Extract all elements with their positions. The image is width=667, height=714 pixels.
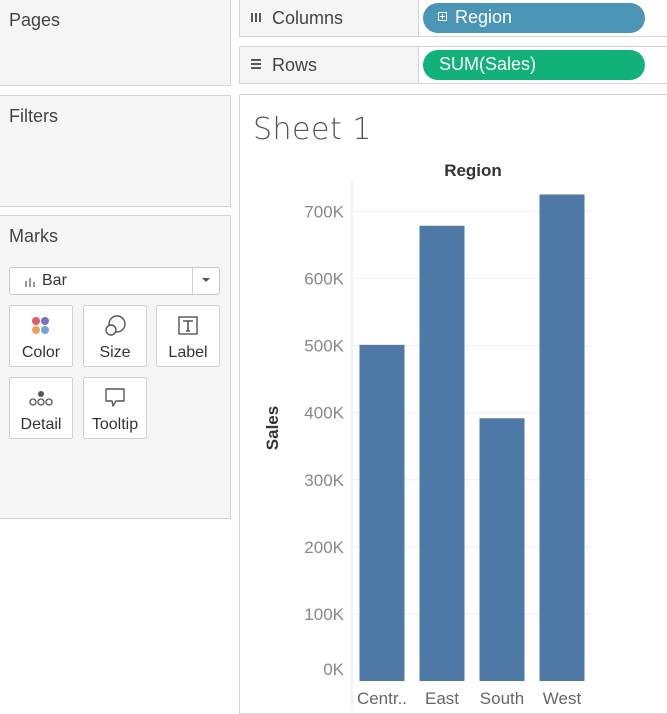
detail-label: Detail bbox=[20, 416, 62, 433]
region-pill-label: Region bbox=[455, 7, 513, 27]
label-label: Label bbox=[168, 344, 208, 361]
label-button[interactable]: Label bbox=[156, 305, 220, 367]
x-tick-label: Centr.. bbox=[357, 689, 407, 708]
y-axis-label: Sales bbox=[263, 406, 282, 450]
color-icon bbox=[10, 315, 72, 337]
rows-shelf: Rows SUM(Sales) bbox=[239, 46, 667, 84]
x-tick-label: South bbox=[480, 689, 524, 708]
color-button[interactable]: Color bbox=[9, 305, 73, 367]
tooltip-button[interactable]: Tooltip bbox=[83, 377, 147, 439]
y-tick-label: 500K bbox=[304, 337, 344, 356]
sheet-title[interactable]: Sheet 1 bbox=[253, 112, 372, 147]
size-label: Size bbox=[99, 344, 131, 361]
chevron-down-icon bbox=[202, 278, 210, 282]
filters-title: Filters bbox=[9, 106, 58, 126]
y-tick-label: 600K bbox=[304, 270, 344, 289]
y-tick-label: 300K bbox=[304, 471, 344, 490]
x-tick-label: East bbox=[425, 689, 459, 708]
y-tick-label: 0K bbox=[323, 660, 344, 679]
size-button[interactable]: Size bbox=[83, 305, 147, 367]
tooltip-icon bbox=[84, 387, 146, 409]
sum-sales-pill-label: SUM(Sales) bbox=[439, 54, 537, 74]
bar[interactable] bbox=[539, 194, 585, 681]
marks-title: Marks bbox=[9, 226, 58, 246]
columns-drop-area[interactable]: Region bbox=[418, 0, 667, 36]
columns-icon bbox=[251, 13, 261, 22]
color-label: Color bbox=[21, 344, 61, 361]
pages-title: Pages bbox=[9, 10, 61, 30]
rows-label: Rows bbox=[272, 55, 318, 75]
bar[interactable] bbox=[479, 418, 525, 681]
marks-card: Marks bbox=[0, 215, 231, 519]
rows-drop-area[interactable]: SUM(Sales) bbox=[418, 47, 667, 83]
detail-icon bbox=[10, 387, 72, 409]
bar[interactable] bbox=[419, 225, 465, 681]
filters-card[interactable]: Filters bbox=[0, 95, 231, 207]
chart-title: Region bbox=[444, 161, 502, 180]
mark-type-dropdown[interactable]: Bar bbox=[9, 267, 220, 295]
rows-icon bbox=[251, 59, 261, 69]
sum-sales-pill[interactable]: SUM(Sales) bbox=[423, 50, 645, 80]
bar[interactable] bbox=[359, 344, 405, 681]
size-icon bbox=[84, 315, 146, 337]
detail-button[interactable]: Detail bbox=[9, 377, 73, 439]
columns-label: Columns bbox=[272, 8, 344, 28]
x-tick-label: West bbox=[543, 689, 582, 708]
y-tick-label: 700K bbox=[304, 203, 344, 222]
bar-chart: Region Sales 0K 100K 200K 300K 400K 500K 600K 7… bbox=[263, 161, 592, 711]
tooltip-label: Tooltip bbox=[91, 416, 139, 433]
mark-type-label: Bar bbox=[42, 272, 67, 289]
pages-card: Pages bbox=[0, 0, 231, 86]
text-icon bbox=[157, 315, 219, 337]
y-tick-label: 100K bbox=[304, 605, 344, 624]
region-pill[interactable]: Region bbox=[423, 3, 645, 33]
columns-shelf: Columns Region bbox=[239, 0, 667, 37]
mark-type-dropdown-arrow[interactable] bbox=[192, 268, 219, 294]
y-tick-label: 200K bbox=[304, 538, 344, 557]
y-tick-label: 400K bbox=[304, 404, 344, 423]
expand-icon[interactable] bbox=[438, 12, 447, 21]
bar-chart-icon bbox=[25, 278, 35, 287]
